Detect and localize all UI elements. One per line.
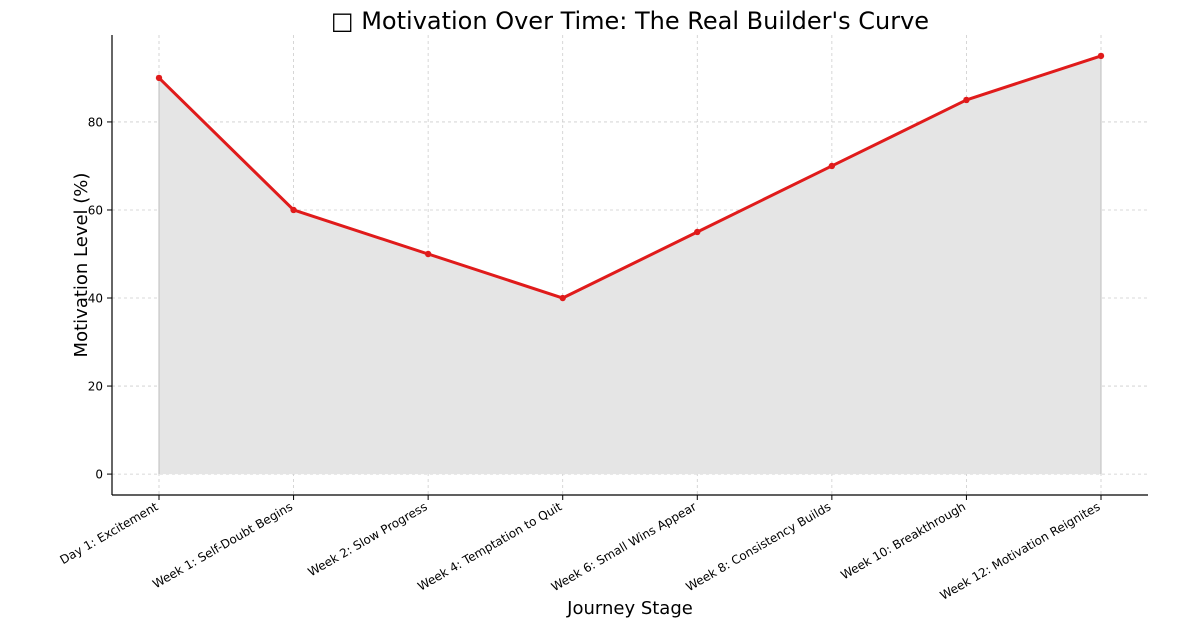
series-line [157,54,1102,300]
x-tick-label: Week 4: Temptation to Quit [415,499,564,593]
x-tick-label: Week 2: Slow Progress [305,499,429,579]
x-tick-label: Week 10: Breakthrough [838,499,968,582]
data-point [694,228,701,236]
data-point [424,250,432,258]
x-tick-label: Week 1: Self-Doubt Begins [150,499,295,591]
y-ticks: 0 20 40 60 80 [88,115,112,482]
y-tick-label: 80 [88,115,103,129]
x-tick-label: Day 1: Excitement [57,499,160,567]
x-tick-label: Week 6: Small Wins Appear [549,499,699,594]
data-point [1097,52,1105,60]
data-point [155,74,163,82]
area-edges [158,55,1102,475]
data-point [290,206,297,214]
data-point [559,294,566,302]
y-tick-label: 20 [88,380,103,394]
data-point [828,162,836,170]
y-tick-label: 40 [88,292,103,306]
data-point [963,96,970,104]
y-axis-label: Motivation Level (%) [71,173,92,358]
y-tick-label: 60 [88,203,103,217]
y-tick-label: 0 [95,468,103,482]
x-tick-label: Week 8: Consistency Builds [684,499,834,594]
data-points [155,52,1105,302]
chart-title: □ Motivation Over Time: The Real Builder… [331,7,929,35]
x-tick-label: Week 12: Motivation Reignites [938,499,1103,602]
x-axis-label: Journey Stage [566,598,693,619]
